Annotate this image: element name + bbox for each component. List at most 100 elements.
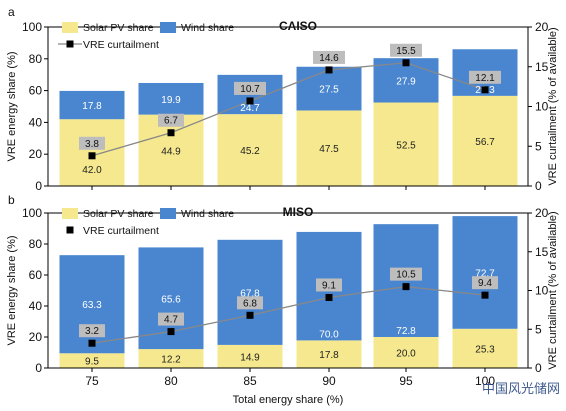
legend-swatch-wind — [160, 208, 176, 219]
curtailment-label: 10.5 — [396, 270, 416, 281]
solar-value-label: 14.9 — [240, 352, 260, 363]
y-tick-label: 100 — [22, 20, 42, 34]
y-tick-label: 0 — [35, 361, 42, 375]
solar-value-label: 44.9 — [161, 146, 181, 157]
legend-label-solar: Solar PV share — [83, 208, 154, 220]
legend-label-solar: Solar PV share — [83, 22, 154, 34]
y-tick-label: 80 — [29, 52, 43, 66]
solar-value-label: 12.2 — [161, 355, 181, 366]
x-tick-label: 75 — [85, 374, 99, 388]
wind-value-label: 63.3 — [82, 300, 102, 311]
bar-wind-100 — [452, 216, 518, 329]
bar-solar-95 — [373, 102, 439, 186]
y2-tick-label: 0 — [535, 361, 542, 375]
wind-value-label: 65.6 — [161, 294, 181, 305]
curtailment-label-box — [158, 312, 184, 326]
panel-title: MISO — [283, 205, 314, 219]
curtailment-point — [246, 311, 254, 319]
curtailment-point — [481, 291, 489, 299]
bar-solar-90 — [296, 110, 362, 186]
panel-b: 9.5 63.3 12.2 65.6 14.9 67.8 17.8 70.0 20.0 72.8 2… — [6, 193, 559, 375]
y2-tick-label: 15 — [535, 60, 549, 74]
curtailment-label: 14.6 — [319, 53, 339, 64]
y-tick-label: 20 — [29, 330, 43, 344]
bar-solar-90 — [296, 340, 362, 368]
bar-wind-80 — [138, 82, 204, 115]
watermark: 中国风光储网 — [481, 382, 560, 397]
wind-value-label: 19.9 — [161, 95, 181, 106]
curtailment-label: 9.4 — [478, 278, 492, 289]
solar-value-label: 20.0 — [396, 349, 416, 360]
wind-value-label: 70.0 — [319, 329, 339, 340]
x-tick-label: 85 — [243, 374, 257, 388]
legend-swatch-solar — [62, 208, 78, 219]
bar-solar-95 — [373, 337, 439, 368]
curtailment-label-box — [472, 276, 498, 290]
wind-value-label: 67.8 — [240, 288, 260, 299]
curtailment-point — [88, 152, 96, 160]
legend-swatch-solar — [62, 22, 78, 33]
bar-wind-75 — [59, 90, 125, 120]
curtailment-label-box — [79, 324, 105, 338]
y-tick-label: 40 — [29, 299, 43, 313]
curtailment-point — [246, 97, 254, 105]
curtailment-label-box — [158, 113, 184, 127]
curtailment-label-box — [316, 278, 342, 292]
x-axis-label: Total energy share (%) — [233, 394, 344, 406]
legend-swatch-wind — [160, 22, 176, 33]
curtailment-point — [402, 283, 410, 291]
solar-value-label: 47.5 — [319, 144, 339, 155]
solar-value-label: 52.5 — [396, 140, 416, 151]
bar-solar-85 — [217, 344, 283, 368]
y2-tick-label: 15 — [535, 245, 549, 259]
curtailment-label-box — [237, 296, 263, 310]
curtailment-label: 3.2 — [85, 326, 99, 337]
bar-solar-75 — [59, 353, 125, 368]
x-tick-label: 90 — [322, 374, 336, 388]
solar-value-label: 17.8 — [319, 350, 339, 361]
legend-label-curtailment: VRE curtailment — [83, 39, 159, 51]
y-tick-label: 40 — [29, 115, 43, 129]
bar-solar-80 — [138, 349, 204, 368]
y2-axis-label: VRE curtailment (% of available) — [547, 211, 559, 369]
curtailment-label-box — [234, 81, 266, 95]
curtailment-point — [325, 66, 333, 74]
bar-wind-85 — [217, 239, 283, 345]
bar-solar-100 — [452, 328, 518, 368]
legend-label-curtailment: VRE curtailment — [83, 225, 159, 237]
x-tick-label: 80 — [164, 374, 178, 388]
y2-tick-label: 0 — [535, 179, 542, 193]
y2-tick-label: 20 — [535, 206, 549, 220]
solar-value-label: 56.7 — [475, 137, 495, 148]
solar-value-label: 45.2 — [240, 146, 260, 157]
legend-label-wind: Wind share — [181, 208, 234, 220]
y2-tick-label: 10 — [535, 100, 549, 114]
wind-value-label: 24.7 — [240, 103, 260, 114]
curtailment-label: 9.1 — [322, 280, 336, 291]
curtailment-label-box — [313, 50, 345, 64]
bar-solar-100 — [452, 95, 518, 186]
y2-tick-label: 10 — [535, 284, 549, 298]
curtailment-point — [402, 59, 410, 67]
curtailment-line — [91, 285, 486, 344]
curtailment-label-box — [390, 267, 422, 281]
curtailment-point — [481, 86, 489, 94]
panel-letter: a — [8, 5, 15, 19]
panel-a: 42.0 17.8 44.9 19.9 45.2 24.7 47.5 27.5 52.5 27.9… — [6, 5, 559, 193]
y-tick-label: 0 — [35, 179, 42, 193]
curtailment-point — [88, 339, 96, 347]
curtailment-label-box — [390, 43, 422, 57]
y-tick-label: 80 — [29, 237, 43, 251]
legend-marker-curtailment — [66, 226, 74, 234]
solar-value-label: 42.0 — [82, 165, 102, 176]
curtailment-label-box — [79, 136, 105, 150]
y-axis-label: VRE energy share (%) — [6, 51, 18, 161]
legend-label-wind: Wind share — [181, 22, 234, 34]
wind-value-label: 72.7 — [475, 268, 495, 279]
y-tick-label: 60 — [29, 268, 43, 282]
x-tick-label: 100 — [475, 374, 495, 388]
curtailment-label-box — [469, 70, 501, 84]
x-tick-label: 95 — [399, 374, 413, 388]
solar-value-label: 9.5 — [85, 357, 99, 368]
